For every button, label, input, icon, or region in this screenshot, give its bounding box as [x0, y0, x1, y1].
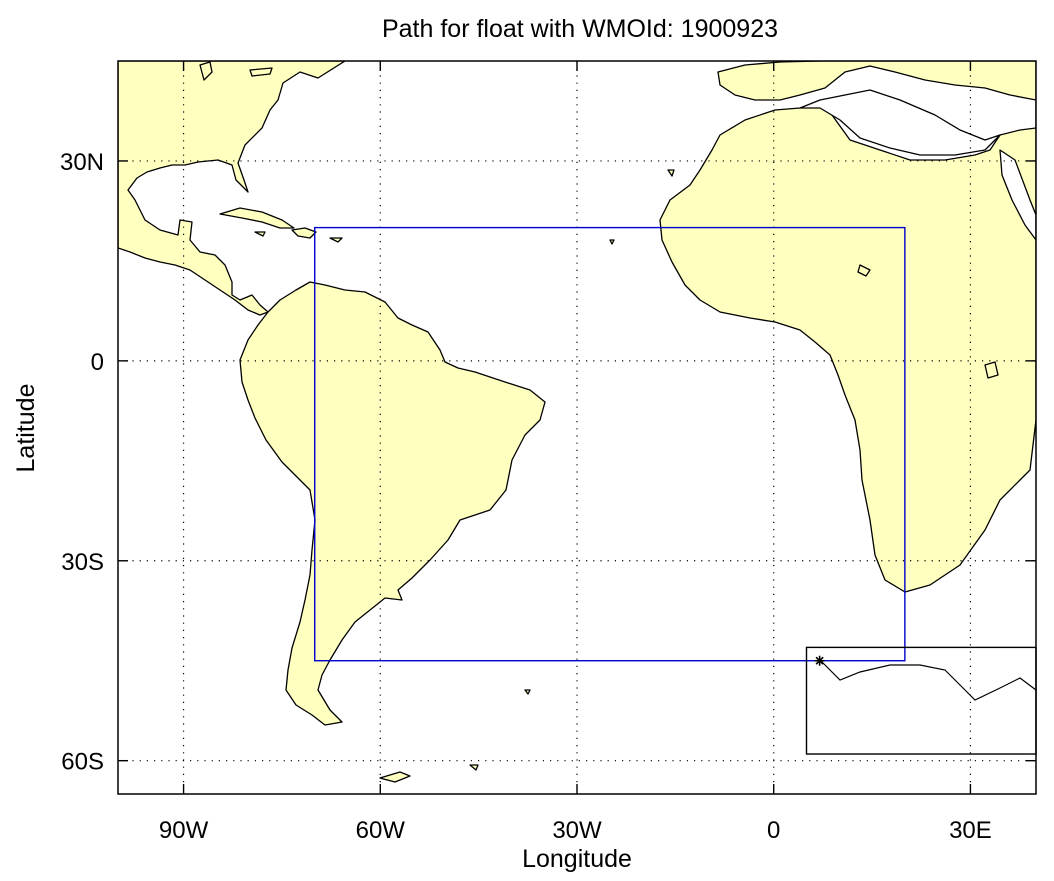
africa-europe-land	[659, 61, 1036, 593]
x-axis-label: Longitude	[522, 845, 632, 873]
y-tick-label-2: 30S	[61, 549, 104, 576]
x-tick-label-0: 90W	[159, 817, 209, 844]
x-tick-label-4: 30E	[949, 817, 992, 844]
y-tick-label-0: 30N	[60, 149, 104, 176]
chart-title: Path for float with WMOId: 1900923	[382, 15, 778, 43]
y-axis-label: Latitude	[12, 384, 40, 473]
x-tick-label-1: 60W	[356, 817, 406, 844]
south-america-land	[239, 281, 546, 726]
y-tick-label-3: 60S	[61, 749, 104, 776]
inset-coastline	[819, 659, 1037, 701]
float-region-box	[314, 226, 906, 662]
y-axis-ticks: 30N 0 30S 60S	[60, 149, 1036, 776]
cuba-land	[219, 207, 295, 229]
land-layer	[118, 61, 1036, 783]
x-axis-ticks: 90W 60W 30W 0 30E	[159, 61, 992, 844]
float-position-marker	[814, 655, 825, 666]
y-tick-label-1: 0	[91, 349, 104, 376]
x-tick-label-2: 30W	[552, 817, 602, 844]
x-tick-label-3: 0	[767, 817, 780, 844]
north-america-land	[118, 61, 346, 316]
